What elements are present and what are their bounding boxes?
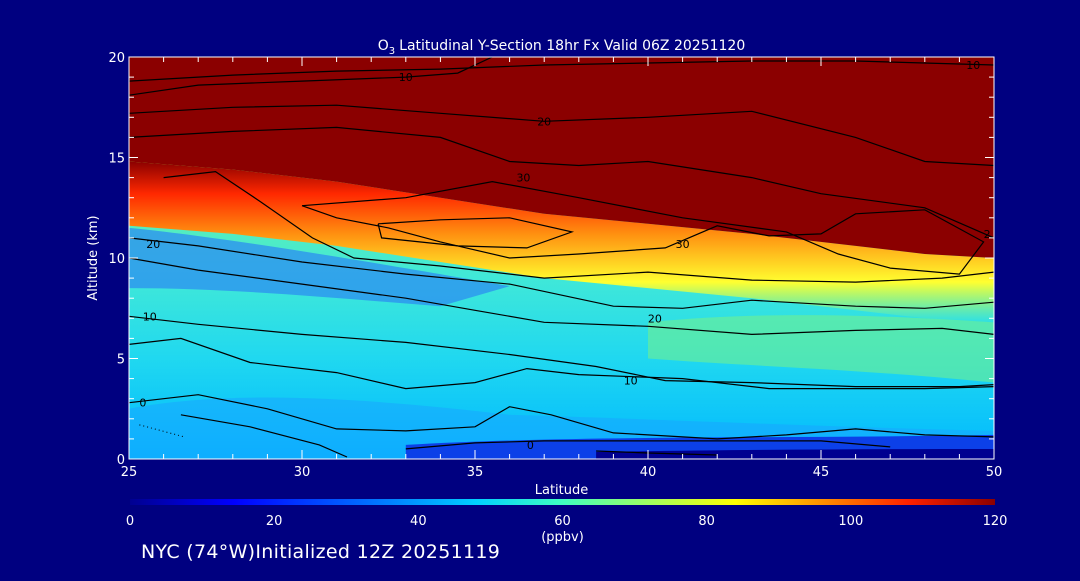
contour-line: [377, 217, 575, 249]
colorbar-tick-label: 60: [554, 514, 571, 529]
colorbar-tick-label: 20: [266, 514, 283, 529]
x-tick-label: 35: [467, 465, 484, 480]
contour-line: [129, 57, 493, 96]
transition-band: [129, 161, 994, 323]
contour-label: 2: [984, 228, 991, 241]
contour-label: 20: [537, 115, 551, 128]
contour-label: 0: [527, 439, 534, 452]
mid-green-region: [648, 315, 994, 383]
colorbar-tick-label: 80: [698, 514, 715, 529]
colorbar-unit-label: (ppbv): [541, 530, 584, 545]
contour-label: 20: [648, 312, 662, 325]
x-tick-label: 40: [640, 465, 657, 480]
colorbar-tick-label: 100: [838, 514, 863, 529]
y-tick-label: 0: [117, 453, 125, 468]
colorbar: 0 20 40 60 80 100 120: [126, 499, 1008, 529]
title-species-subscript: 3: [389, 46, 395, 57]
colorbar-tick-label: 120: [983, 514, 1008, 529]
contour-label: 0: [139, 397, 146, 410]
y-tick-label: 10: [108, 252, 125, 267]
footer-location-init: NYC (74°W)Initialized 12Z 20251119: [141, 541, 501, 563]
colorbar-tick-label: 0: [126, 514, 134, 529]
x-tick-label: 45: [813, 465, 830, 480]
x-axis-label: Latitude: [535, 483, 589, 498]
contour-line: [129, 337, 994, 390]
colorbar-tick-label: 40: [410, 514, 427, 529]
colorbar-gradient: [130, 499, 995, 505]
contour-label: 10: [624, 375, 638, 388]
y-tick-label: 15: [108, 152, 125, 167]
chart-title: O3 Latitudinal Y-Section 18hr Fx Valid 06…: [378, 38, 745, 57]
y-tick-label: 20: [108, 51, 125, 66]
plot-area: 10 20 30 30 20 10 20 10 0 0 10 2: [129, 57, 994, 459]
upper-blue-region: [129, 227, 510, 307]
surface-min-ozone: [596, 448, 994, 459]
contour-label: 20: [146, 238, 160, 251]
x-tick-label: 25: [121, 465, 138, 480]
x-tick-label: 30: [294, 465, 311, 480]
contour-line: [180, 414, 348, 458]
contour-label: 10: [143, 310, 157, 323]
contour-line: [129, 237, 994, 309]
contour-line: [129, 394, 994, 440]
contour-line: [163, 170, 994, 283]
contour-line: [129, 126, 994, 239]
contour-line: [129, 257, 994, 336]
contour-label: 30: [676, 238, 690, 251]
ozone-field: 10 20 30 30 20 10 20 10 0 0 10 2: [129, 57, 994, 459]
title-text: Latitudinal Y-Section 18hr Fx Valid 06Z …: [399, 38, 745, 54]
contour-line: [129, 104, 994, 167]
y-axis-label: Altitude (km): [86, 215, 101, 300]
x-tick-label: 50: [986, 465, 1003, 480]
stratospheric-high-ozone: [129, 57, 994, 258]
y-tick-label: 5: [117, 353, 125, 368]
contour-label: 30: [516, 172, 530, 185]
contour-label: 10: [399, 71, 413, 84]
contour-line: [129, 315, 994, 388]
contour-line: [405, 440, 891, 450]
contour-line: [301, 180, 985, 275]
title-species: O: [378, 38, 389, 54]
contour-label: 10: [966, 59, 980, 72]
